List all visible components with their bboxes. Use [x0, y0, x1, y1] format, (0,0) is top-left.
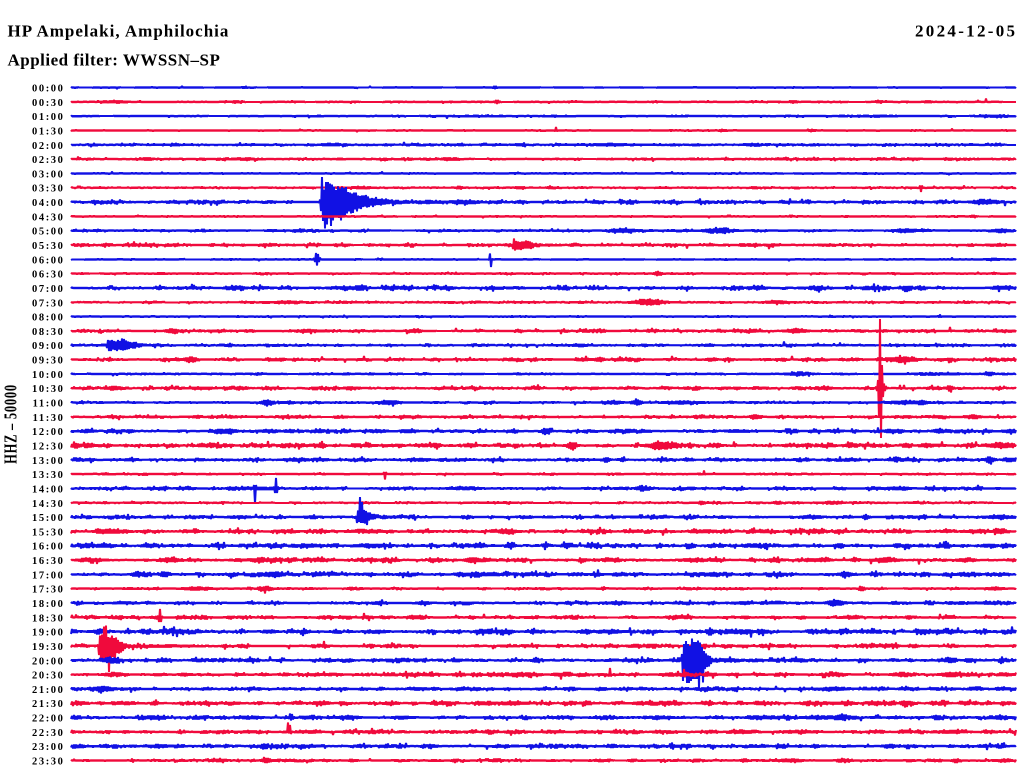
- svg-text:04:30: 04:30: [32, 213, 65, 224]
- svg-text:09:30: 09:30: [32, 356, 65, 367]
- svg-text:16:30: 16:30: [32, 556, 65, 567]
- svg-text:17:30: 17:30: [32, 585, 65, 596]
- svg-text:22:00: 22:00: [32, 714, 65, 725]
- svg-text:20:00: 20:00: [32, 657, 65, 668]
- svg-text:01:00: 01:00: [32, 112, 65, 123]
- svg-text:11:00: 11:00: [33, 399, 65, 410]
- svg-text:18:00: 18:00: [32, 599, 65, 610]
- svg-text:02:00: 02:00: [32, 141, 65, 152]
- svg-text:10:30: 10:30: [32, 384, 65, 395]
- svg-text:03:00: 03:00: [32, 170, 65, 181]
- svg-text:05:00: 05:00: [32, 227, 65, 238]
- svg-text:02:30: 02:30: [32, 155, 65, 166]
- svg-text:18:30: 18:30: [32, 614, 65, 625]
- svg-text:13:00: 13:00: [32, 456, 65, 467]
- svg-text:08:00: 08:00: [32, 313, 65, 324]
- svg-text:00:00: 00:00: [32, 84, 65, 95]
- svg-text:11:30: 11:30: [33, 413, 65, 424]
- svg-text:00:30: 00:30: [32, 98, 65, 109]
- svg-text:21:00: 21:00: [32, 685, 65, 696]
- svg-text:06:30: 06:30: [32, 270, 65, 281]
- svg-text:13:30: 13:30: [32, 470, 65, 481]
- svg-text:07:00: 07:00: [32, 284, 65, 295]
- svg-text:20:30: 20:30: [32, 671, 65, 682]
- svg-text:23:30: 23:30: [32, 757, 65, 768]
- svg-text:HHZ – 50000: HHZ – 50000: [1, 384, 21, 464]
- svg-text:03:30: 03:30: [32, 184, 65, 195]
- svg-text:10:00: 10:00: [32, 370, 65, 381]
- svg-text:15:30: 15:30: [32, 528, 65, 539]
- svg-text:14:30: 14:30: [32, 499, 65, 510]
- svg-text:16:00: 16:00: [32, 542, 65, 553]
- svg-text:12:00: 12:00: [32, 427, 65, 438]
- svg-text:19:00: 19:00: [32, 628, 65, 639]
- svg-text:Applied filter: WWSSN–SP: Applied filter: WWSSN–SP: [8, 51, 221, 70]
- svg-text:09:00: 09:00: [32, 341, 65, 352]
- svg-text:12:30: 12:30: [32, 442, 65, 453]
- svg-text:05:30: 05:30: [32, 241, 65, 252]
- svg-text:2024-12-05: 2024-12-05: [915, 22, 1017, 41]
- svg-text:21:30: 21:30: [32, 699, 65, 710]
- svg-text:23:00: 23:00: [32, 742, 65, 753]
- svg-text:04:00: 04:00: [32, 198, 65, 209]
- svg-text:06:00: 06:00: [32, 256, 65, 267]
- svg-text:22:30: 22:30: [32, 728, 65, 739]
- svg-text:01:30: 01:30: [32, 127, 65, 138]
- svg-text:17:00: 17:00: [32, 571, 65, 582]
- svg-text:15:00: 15:00: [32, 513, 65, 524]
- svg-text:14:00: 14:00: [32, 485, 65, 496]
- svg-text:HP Ampelaki, Amphilochia: HP Ampelaki, Amphilochia: [8, 22, 230, 41]
- svg-text:07:30: 07:30: [32, 299, 65, 310]
- svg-text:08:30: 08:30: [32, 327, 65, 338]
- svg-text:19:30: 19:30: [32, 642, 65, 653]
